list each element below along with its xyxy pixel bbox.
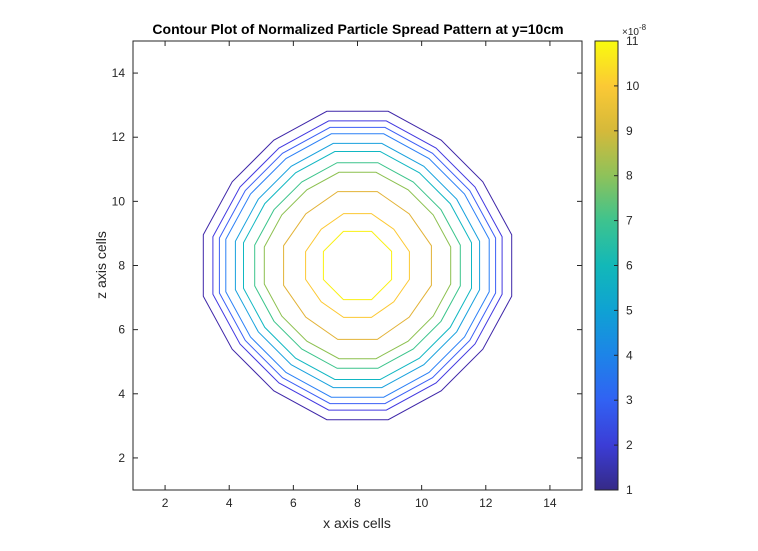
- colorbar-tick-label: 8: [626, 169, 633, 183]
- x-tick-label: 6: [290, 496, 297, 510]
- colorbar-tick-label: 10: [626, 79, 640, 93]
- contour-level-11: [322, 230, 393, 301]
- x-tick-label: 8: [354, 496, 361, 510]
- y-tick-label: 14: [112, 66, 126, 80]
- x-tick-label: 2: [162, 496, 169, 510]
- y-tick-label: 6: [118, 323, 125, 337]
- colorbar-tick-label: 4: [626, 348, 633, 362]
- plot-area: 2 4 6 8 10 12 14 2 4 6 8 10 12 14: [112, 40, 583, 510]
- colorbar-tick-label: 5: [626, 303, 633, 317]
- colorbar-tick-label: 1: [626, 483, 633, 497]
- y-tick-label: 12: [112, 130, 126, 144]
- contour-lines: [202, 110, 513, 421]
- plot-frame: [132, 40, 583, 491]
- colorbar-ticks: 1 2 3 4 5 6 7 8 9 10 11: [614, 34, 640, 497]
- colorbar-tick-label: 11: [626, 34, 639, 48]
- colorbar-tick-label: 9: [626, 124, 633, 138]
- contour-level-5: [234, 142, 481, 389]
- y-tick-label: 4: [118, 387, 125, 401]
- contour-level-9: [283, 191, 432, 340]
- x-tick-label: 12: [479, 496, 493, 510]
- colorbar-tick-label: 6: [626, 259, 633, 273]
- contour-level-3: [218, 126, 497, 405]
- colorbar-tick-label: 3: [626, 393, 633, 407]
- y-tick-label: 10: [112, 194, 126, 208]
- colorbar-tick-label: 7: [626, 214, 633, 228]
- contour-level-8: [263, 171, 452, 360]
- x-tick-label: 4: [226, 496, 233, 510]
- contour-level-4: [225, 133, 490, 398]
- x-tick-label: 14: [543, 496, 557, 510]
- x-axis-label: x axis cells: [323, 515, 391, 531]
- y-axis-label: z axis cells: [93, 231, 109, 299]
- y-tick-label: 2: [118, 451, 125, 465]
- chart-title: Contour Plot of Normalized Particle Spre…: [152, 21, 563, 37]
- x-tick-label: 10: [415, 496, 429, 510]
- contour-level-2: [212, 120, 503, 411]
- x-axis-ticks: 2 4 6 8 10 12 14: [162, 41, 557, 510]
- contour-level-6: [243, 151, 472, 380]
- colorbar-multiplier: ×10-8: [622, 23, 647, 38]
- colorbar-tick-label: 2: [626, 438, 633, 452]
- contour-level-7: [254, 162, 461, 369]
- contour-level-1: [202, 110, 513, 421]
- contour-level-10: [305, 213, 410, 318]
- y-tick-label: 8: [118, 259, 125, 273]
- y-axis-ticks: 2 4 6 8 10 12 14: [112, 66, 582, 465]
- colorbar: 1 2 3 4 5 6 7 8 9 10 11 ×10-8: [594, 23, 647, 497]
